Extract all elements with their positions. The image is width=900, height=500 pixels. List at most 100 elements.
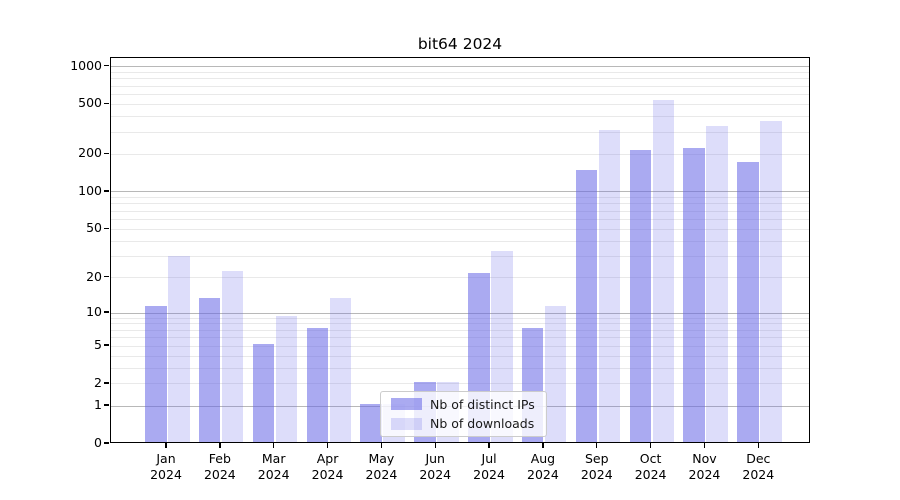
bar-downloads bbox=[544, 306, 567, 442]
legend: Nb of distinct IPs Nb of downloads bbox=[380, 391, 547, 437]
minor-gridline bbox=[111, 218, 809, 220]
bar-distinct-ips bbox=[737, 162, 759, 442]
y-axis-tick-label: 5 bbox=[94, 337, 102, 353]
y-tick-mark bbox=[104, 442, 109, 444]
y-axis-tick-label: 100 bbox=[78, 182, 102, 198]
minor-gridline bbox=[111, 71, 809, 73]
bar-downloads bbox=[221, 270, 244, 442]
bar-downloads bbox=[329, 297, 352, 442]
x-tick-mark bbox=[165, 443, 167, 448]
x-tick-mark bbox=[757, 443, 759, 448]
y-tick-mark bbox=[104, 227, 109, 229]
bar-distinct-ips bbox=[575, 169, 598, 442]
x-axis-tick-label: Apr 2024 bbox=[311, 451, 344, 482]
minor-gridline bbox=[111, 323, 809, 325]
x-axis-tick-label: Jul 2024 bbox=[473, 451, 505, 482]
x-tick-mark bbox=[488, 443, 490, 448]
y-tick-mark bbox=[104, 404, 109, 406]
y-tick-mark bbox=[104, 102, 109, 105]
x-tick-mark bbox=[380, 443, 383, 448]
bar-distinct-ips bbox=[629, 149, 652, 442]
legend-item: Nb of distinct IPs bbox=[391, 397, 546, 412]
x-axis-tick-label: Nov 2024 bbox=[688, 451, 721, 482]
bar-downloads bbox=[598, 130, 621, 442]
y-axis-tick-label: 1000 bbox=[70, 57, 102, 73]
bar-downloads bbox=[652, 99, 675, 442]
minor-gridline bbox=[111, 93, 809, 95]
x-tick-mark bbox=[434, 443, 436, 448]
x-axis-tick-label: Sep 2024 bbox=[580, 451, 613, 482]
x-tick-mark bbox=[272, 443, 275, 448]
legend-label: Nb of downloads bbox=[430, 416, 535, 432]
minor-gridline bbox=[111, 203, 809, 205]
chart-title: bit64 2024 bbox=[417, 35, 503, 53]
bar-downloads bbox=[706, 126, 728, 442]
x-axis-tick-label: May 2024 bbox=[365, 451, 398, 482]
bar-distinct-ips bbox=[145, 306, 167, 442]
minor-gridline bbox=[111, 255, 809, 257]
legend-label: Nb of distinct IPs bbox=[430, 396, 535, 412]
y-axis-tick-label: 200 bbox=[78, 145, 102, 161]
minor-gridline bbox=[111, 355, 809, 357]
bar-downloads bbox=[760, 120, 782, 442]
minor-gridline bbox=[111, 153, 809, 155]
bar-distinct-ips bbox=[252, 344, 275, 442]
bar-downloads bbox=[275, 316, 298, 442]
major-gridline bbox=[111, 312, 809, 314]
minor-gridline bbox=[111, 383, 809, 385]
x-tick-mark bbox=[219, 443, 221, 448]
x-tick-mark bbox=[596, 443, 598, 448]
minor-gridline bbox=[111, 367, 809, 369]
y-tick-mark bbox=[104, 64, 109, 67]
minor-gridline bbox=[111, 131, 809, 133]
major-gridline bbox=[111, 66, 809, 68]
x-tick-mark bbox=[326, 443, 329, 448]
minor-gridline bbox=[111, 345, 809, 347]
minor-gridline bbox=[111, 85, 809, 87]
x-axis-tick-label: Mar 2024 bbox=[257, 451, 290, 482]
minor-gridline bbox=[111, 103, 809, 105]
minor-gridline bbox=[111, 197, 809, 199]
legend-item: Nb of downloads bbox=[391, 416, 546, 431]
minor-gridline bbox=[111, 240, 809, 242]
y-tick-mark bbox=[104, 152, 109, 154]
y-tick-mark bbox=[104, 311, 109, 313]
bar-distinct-ips bbox=[360, 404, 382, 442]
y-tick-mark bbox=[104, 190, 109, 192]
x-axis-tick-label: Aug 2024 bbox=[527, 451, 559, 482]
minor-gridline bbox=[111, 78, 809, 80]
bar-distinct-ips bbox=[683, 148, 705, 442]
legend-swatch bbox=[391, 398, 422, 411]
x-axis-tick-label: Jan 2024 bbox=[150, 451, 182, 482]
x-axis-tick-label: Feb 2024 bbox=[203, 451, 236, 482]
x-tick-mark bbox=[649, 443, 652, 448]
x-tick-mark bbox=[542, 443, 544, 448]
bar-distinct-ips bbox=[306, 328, 329, 442]
y-axis-tick-label: 0 bbox=[94, 435, 102, 450]
bar-distinct-ips bbox=[198, 297, 221, 442]
y-axis-tick-label: 500 bbox=[78, 95, 102, 111]
minor-gridline bbox=[111, 116, 809, 118]
y-axis-tick-label: 50 bbox=[86, 220, 102, 236]
y-tick-mark bbox=[104, 382, 109, 384]
y-axis-tick-label: 20 bbox=[86, 268, 102, 284]
minor-gridline bbox=[111, 277, 809, 279]
x-tick-mark bbox=[703, 443, 706, 448]
x-axis-tick-label: Dec 2024 bbox=[742, 451, 775, 482]
x-axis-tick-label: Oct 2024 bbox=[634, 451, 667, 482]
minor-gridline bbox=[111, 317, 809, 319]
bar-downloads bbox=[168, 256, 190, 442]
y-axis-tick-label: 2 bbox=[94, 374, 102, 390]
plot-area bbox=[110, 57, 810, 443]
major-gridline bbox=[111, 191, 809, 193]
minor-gridline bbox=[111, 228, 809, 230]
minor-gridline bbox=[111, 337, 809, 339]
y-axis-tick-label: 1 bbox=[94, 397, 102, 413]
minor-gridline bbox=[111, 329, 809, 331]
x-axis-tick-label: Jun 2024 bbox=[419, 451, 452, 482]
minor-gridline bbox=[111, 210, 809, 212]
y-tick-mark bbox=[104, 344, 109, 346]
y-tick-mark bbox=[104, 275, 109, 278]
legend-swatch bbox=[391, 417, 422, 430]
